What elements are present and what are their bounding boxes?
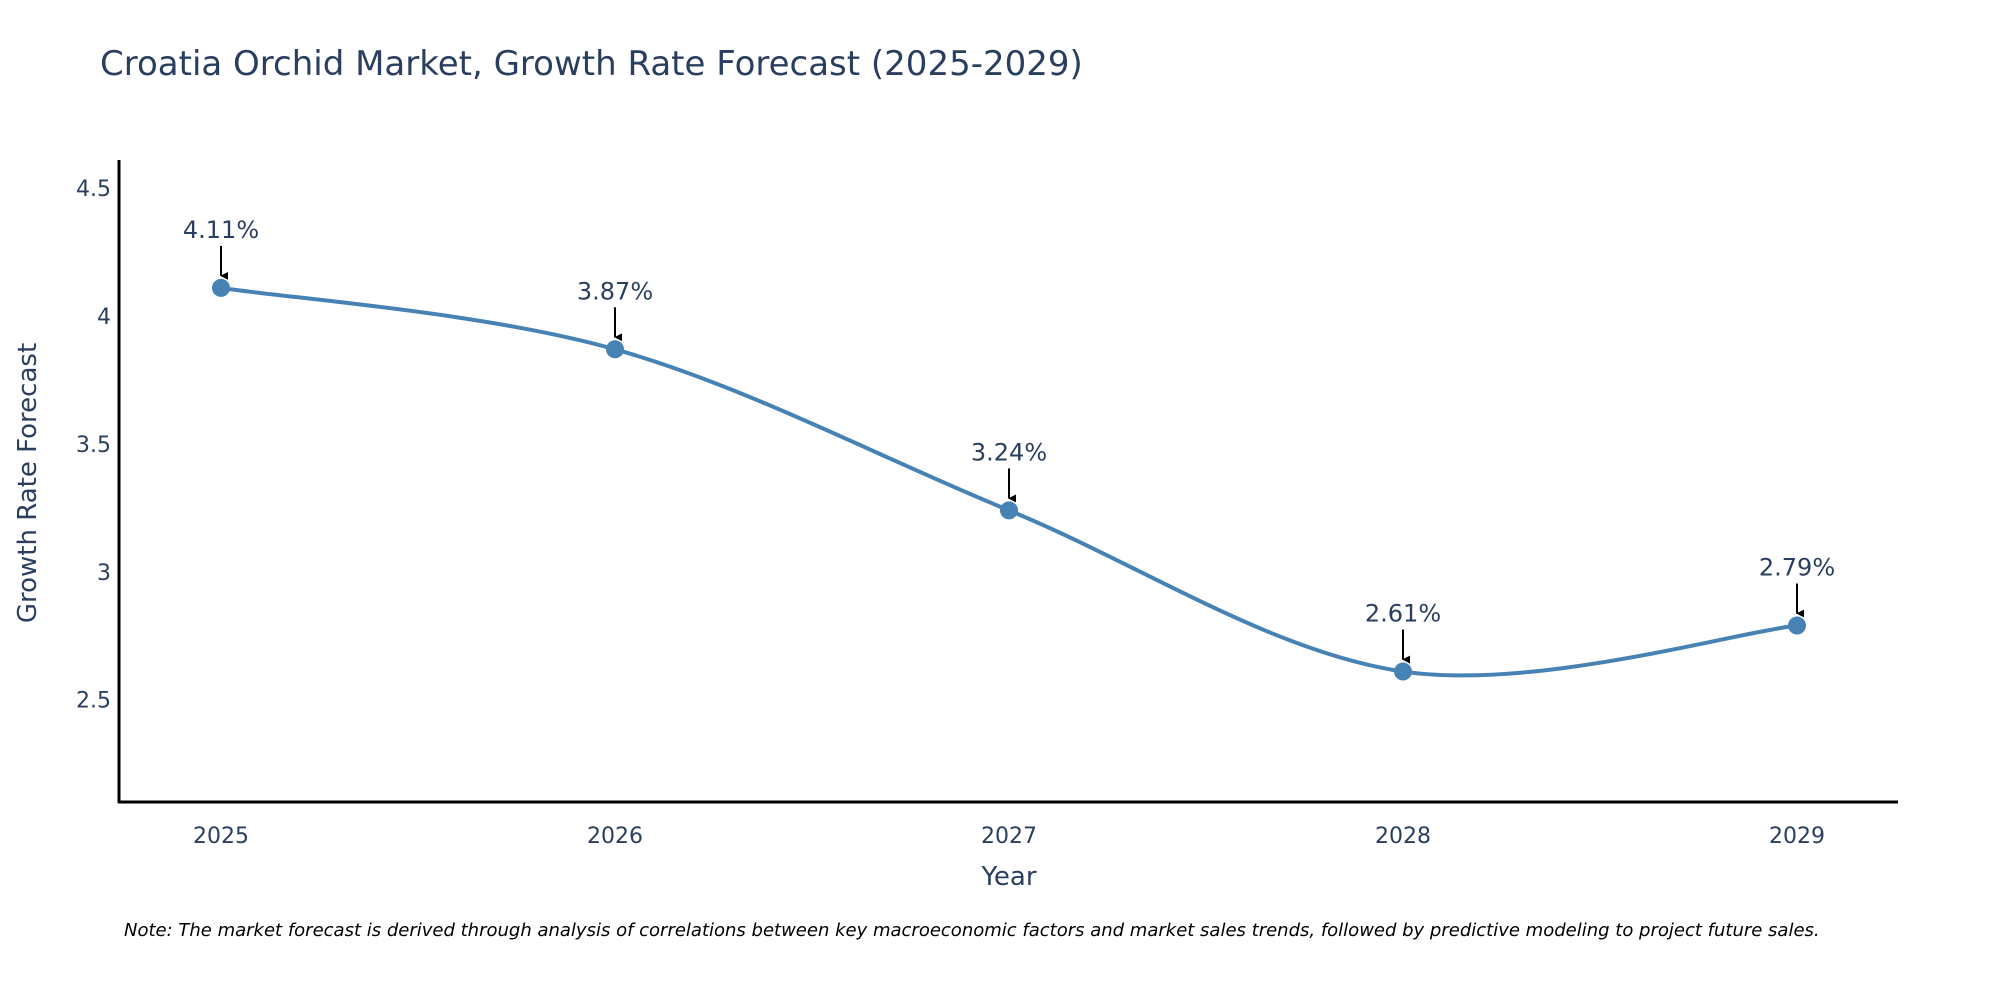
- data-point: [606, 340, 624, 359]
- y-axis-title: Growth Rate Forecast: [13, 343, 43, 623]
- axes: [117, 160, 1898, 804]
- data-label: 2.61%: [1365, 600, 1441, 628]
- y-tick-label: 3.5: [76, 433, 111, 458]
- y-tick-label: 2.5: [76, 689, 111, 714]
- data-label: 3.87%: [577, 277, 653, 305]
- x-tick-labels: 2025 2026 2027 2028 2029: [193, 824, 1825, 849]
- x-tick-label: 2028: [1375, 824, 1431, 849]
- data-point: [1000, 501, 1018, 520]
- y-tick-labels: 2.5 3 3.5 4 4.5: [76, 177, 111, 714]
- x-axis-title: Year: [980, 862, 1036, 892]
- data-points: [212, 278, 1806, 681]
- data-point: [1394, 662, 1412, 681]
- chart-title: Croatia Orchid Market, Growth Rate Forec…: [100, 44, 1083, 84]
- x-tick-label: 2027: [981, 824, 1037, 849]
- data-label: 4.11%: [183, 216, 259, 244]
- y-tick-label: 4.5: [76, 177, 111, 202]
- y-tick-label: 4: [97, 305, 111, 330]
- footnote: Note: The market forecast is derived thr…: [124, 920, 1820, 941]
- x-tick-label: 2029: [1769, 824, 1825, 849]
- data-point: [212, 278, 230, 297]
- data-annotations: 4.11% 3.87% 3.24% 2.61% 2.79%: [183, 216, 1835, 664]
- x-tick-label: 2025: [193, 824, 249, 849]
- data-label: 3.24%: [971, 438, 1047, 466]
- data-point: [1788, 616, 1806, 635]
- data-label: 2.79%: [1759, 554, 1835, 582]
- y-tick-label: 3: [97, 561, 111, 586]
- x-tick-label: 2026: [587, 824, 643, 849]
